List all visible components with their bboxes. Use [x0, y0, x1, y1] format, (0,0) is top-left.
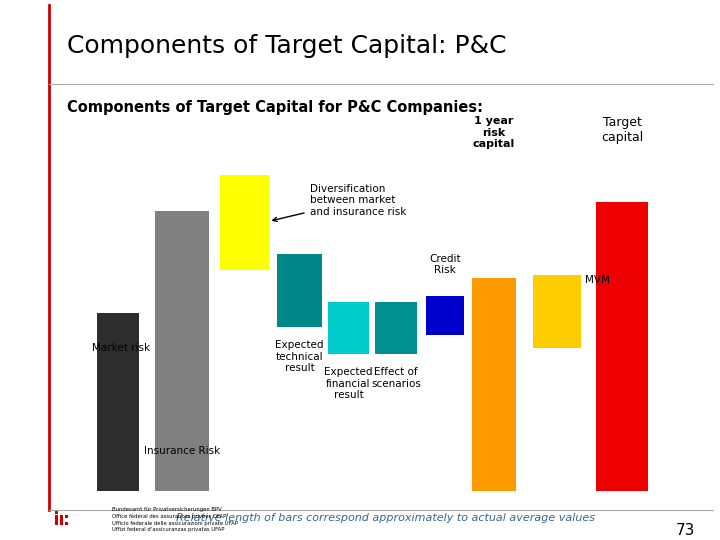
Text: Expected
financial
result: Expected financial result [324, 367, 373, 400]
Bar [220, 176, 269, 270]
Text: Diversification
between market
and insurance risk: Diversification between market and insur… [273, 184, 406, 221]
Bar [65, 515, 68, 518]
Text: Components of Target Capital for P&C Companies:: Components of Target Capital for P&C Com… [67, 100, 483, 115]
Text: Credit
Risk: Credit Risk [429, 254, 461, 275]
Text: Relative length of bars correspond approximately to actual average values: Relative length of bars correspond appro… [176, 514, 595, 523]
Text: 1 year
risk
capital: 1 year risk capital [473, 116, 515, 149]
Text: Effect of
scenarios: Effect of scenarios [371, 367, 421, 389]
Bar [60, 518, 63, 522]
Text: 73: 73 [675, 523, 695, 538]
Bar [97, 313, 139, 491]
Text: MVM: MVM [585, 275, 610, 286]
Bar [277, 254, 322, 327]
Text: Market risk: Market risk [91, 343, 150, 353]
Text: Insurance Risk: Insurance Risk [144, 446, 220, 456]
Bar [60, 522, 63, 525]
Bar [55, 518, 58, 522]
Text: Components of Target Capital: P&C: Components of Target Capital: P&C [67, 34, 506, 58]
Bar [596, 202, 648, 491]
Bar [55, 511, 58, 514]
Text: Expected
technical
result: Expected technical result [275, 340, 324, 373]
Bar [328, 302, 369, 354]
Bar [60, 515, 63, 518]
Text: Target
capital: Target capital [601, 116, 643, 144]
Text: Bundesamt für Privatversicherungen BPV
Office fédéral des assurances privées OFA: Bundesamt für Privatversicherungen BPV O… [112, 507, 238, 532]
Bar [426, 296, 464, 335]
Bar [65, 522, 68, 525]
Bar [533, 275, 581, 348]
Bar [55, 522, 58, 525]
Bar [472, 278, 516, 491]
Bar [375, 302, 417, 354]
Bar [55, 515, 58, 518]
Bar [155, 211, 209, 491]
